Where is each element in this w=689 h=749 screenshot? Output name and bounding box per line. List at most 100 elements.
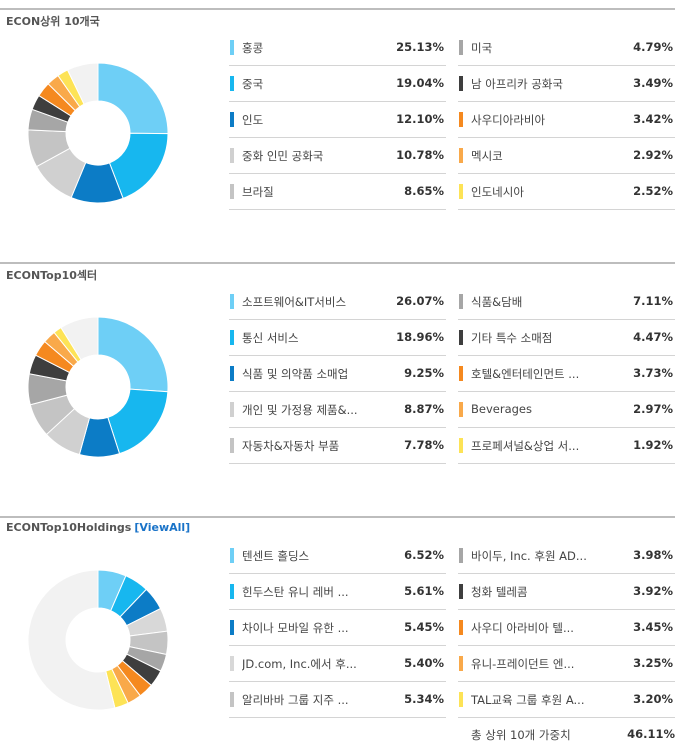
legend-swatch (230, 692, 234, 707)
section-header: ECONTop10Holdings [ViewAll] (0, 516, 675, 538)
legend-label: 호텔&엔터테인먼트 ... (471, 367, 580, 381)
legend-value: 7.78% (404, 438, 444, 452)
holdings-legend-right: 바이두, Inc. 후원 AD... 3.98% 청화 텔레콤 3.92% 사우디 아라… (458, 538, 675, 718)
legend-label: 유니-프레이던트 엔... (471, 657, 575, 671)
legend-row: 소프트웨어&IT서비스 26.07% (229, 284, 446, 320)
legend-value: 25.13% (396, 40, 444, 54)
top10-sectors-section: ECONTop10섹터 (0, 262, 675, 284)
legend-row: 브라질 8.65% (229, 174, 446, 210)
section-title: ECONTop10섹터 (6, 269, 98, 282)
legend-value: 5.45% (404, 620, 444, 634)
legend-value: 7.11% (633, 294, 673, 308)
legend-swatch (230, 620, 234, 635)
legend-value: 8.65% (404, 184, 444, 198)
legend-row: 미국 4.79% (458, 30, 675, 66)
legend-label: 식품&담배 (471, 295, 523, 309)
section-title-text: ECONTop10Holdings (6, 521, 132, 534)
legend-label: 중국 (242, 77, 264, 91)
legend-label: 남 아프리카 공화국 (471, 77, 563, 91)
sectors-legend-left: 소프트웨어&IT서비스 26.07% 통신 서비스 18.96% 식품 및 의약품 소매… (229, 284, 446, 464)
legend-value: 2.52% (633, 184, 673, 198)
legend-label: 인도 (242, 113, 264, 127)
legend-row: 통신 서비스 18.96% (229, 320, 446, 356)
legend-swatch (230, 402, 234, 417)
legend-value: 2.92% (633, 148, 673, 162)
legend-swatch (230, 148, 234, 163)
legend-value: 26.07% (396, 294, 444, 308)
legend-label: 브라질 (242, 185, 274, 199)
legend-row: 알리바바 그룹 지주 ... 5.34% (229, 682, 446, 718)
legend-row: 식품 및 의약품 소매업 9.25% (229, 356, 446, 392)
legend-value: 2.97% (633, 402, 673, 416)
legend-row: 텐센트 홀딩스 6.52% (229, 538, 446, 574)
total-weight-value: 46.11% (627, 727, 675, 741)
donut-slice-remainder (66, 62, 99, 105)
legend-row: 홍콩 25.13% (229, 30, 446, 66)
legend-label: 중화 인민 공화국 (242, 149, 324, 163)
legend-swatch (459, 148, 463, 163)
legend-label: 멕시코 (471, 149, 503, 163)
legend-label: 자동차&자동차 부품 (242, 439, 340, 453)
legend-swatch (230, 584, 234, 599)
legend-row: 중국 19.04% (229, 66, 446, 102)
legend-swatch (459, 40, 463, 55)
legend-label: 차이나 모바일 유한 ... (242, 621, 349, 635)
legend-swatch (230, 330, 234, 345)
legend-row: 인도 12.10% (229, 102, 446, 138)
legend-row: 호텔&엔터테인먼트 ... 3.73% (458, 356, 675, 392)
legend-swatch (230, 438, 234, 453)
donut-slice (97, 62, 169, 135)
countries-legend-right: 미국 4.79% 남 아프리카 공화국 3.49% 사우디아라비아 3.42% 멕시코 2.9… (458, 30, 675, 210)
legend-row: 멕시코 2.92% (458, 138, 675, 174)
legend-row: 사우디아라비아 3.42% (458, 102, 675, 138)
donut-slice-remainder (27, 569, 116, 711)
legend-row: 개인 및 가정용 제품&... 8.87% (229, 392, 446, 428)
legend-label: 식품 및 의약품 소매업 (242, 367, 349, 381)
countries-legend-left: 홍콩 25.13% 중국 19.04% 인도 12.10% 중화 인민 공화국 10.78% 브… (229, 30, 446, 210)
legend-row: 중화 인민 공화국 10.78% (229, 138, 446, 174)
legend-swatch (230, 184, 234, 199)
legend-label: 사우디아라비아 (471, 113, 546, 127)
legend-value: 3.98% (633, 548, 673, 562)
legend-swatch (459, 620, 463, 635)
legend-value: 18.96% (396, 330, 444, 344)
legend-label: 청화 텔레콤 (471, 585, 528, 599)
top10-countries-section: ECON상위 10개국 (0, 8, 675, 30)
legend-row: 유니-프레이던트 엔... 3.25% (458, 646, 675, 682)
legend-row: 기타 특수 소매점 4.47% (458, 320, 675, 356)
holdings-legend-left: 텐센트 홀딩스 6.52% 힌두스탄 유니 레버 ... 5.61% 차이나 모바일 유… (229, 538, 446, 718)
legend-swatch (459, 692, 463, 707)
legend-label: 홍콩 (242, 41, 264, 55)
legend-value: 8.87% (404, 402, 444, 416)
legend-label: 소프트웨어&IT서비스 (242, 295, 347, 309)
legend-value: 9.25% (404, 366, 444, 380)
legend-value: 6.52% (404, 548, 444, 562)
legend-row: 인도네시아 2.52% (458, 174, 675, 210)
legend-swatch (459, 112, 463, 127)
legend-label: 인도네시아 (471, 185, 524, 199)
legend-swatch (230, 112, 234, 127)
section-title: ECONTop10Holdings [ViewAll] (6, 521, 190, 534)
sectors-donut-chart (27, 316, 169, 458)
legend-value: 3.45% (633, 620, 673, 634)
legend-swatch (459, 584, 463, 599)
legend-value: 3.25% (633, 656, 673, 670)
view-all-link[interactable]: [ViewAll] (134, 521, 191, 534)
section-title: ECON상위 10개국 (6, 15, 100, 28)
legend-value: 3.73% (633, 366, 673, 380)
legend-value: 3.92% (633, 584, 673, 598)
legend-value: 4.47% (633, 330, 673, 344)
legend-row: 식품&담배 7.11% (458, 284, 675, 320)
legend-value: 5.40% (404, 656, 444, 670)
legend-swatch (459, 548, 463, 563)
legend-value: 3.49% (633, 76, 673, 90)
legend-label: 힌두스탄 유니 레버 ... (242, 585, 349, 599)
legend-swatch (459, 184, 463, 199)
legend-row: 청화 텔레콤 3.92% (458, 574, 675, 610)
legend-row: TAL교육 그룹 후원 A... 3.20% (458, 682, 675, 718)
legend-row: 힌두스탄 유니 레버 ... 5.61% (229, 574, 446, 610)
legend-swatch (459, 366, 463, 381)
legend-value: 5.61% (404, 584, 444, 598)
legend-swatch (459, 76, 463, 91)
holdings-donut-chart (27, 569, 169, 711)
